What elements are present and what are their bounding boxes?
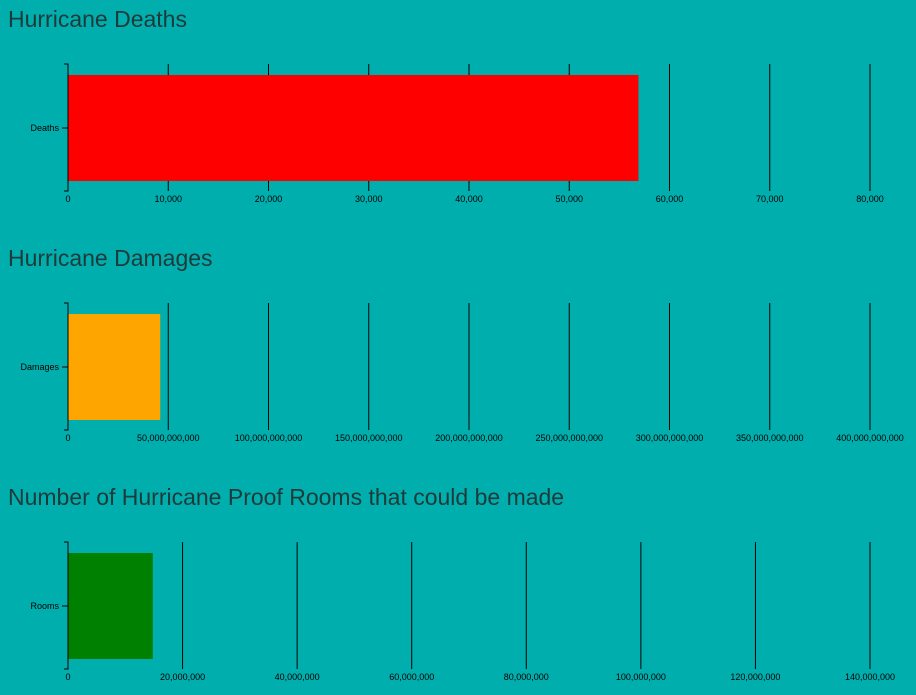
chart-title: Hurricane Damages (8, 245, 213, 271)
x-tick-label: 40,000 (455, 194, 483, 204)
x-tick-label: 120,000,000 (730, 672, 780, 682)
x-tick-label: 10,000 (154, 194, 182, 204)
x-tick-label: 0 (65, 672, 70, 682)
x-tick-label: 0 (65, 433, 70, 443)
bar-damages (68, 314, 161, 420)
x-tick-label: 80,000,000 (504, 672, 549, 682)
chart-title: Number of Hurricane Proof Rooms that cou… (8, 484, 565, 510)
x-tick-label: 250,000,000,000 (535, 433, 603, 443)
damages-chart-svg: Damages 0 50,000,000,000 100,000,000,000 150… (20, 302, 904, 443)
x-tick-label: 50,000 (555, 194, 583, 204)
x-tick-label: 100,000,000,000 (235, 433, 303, 443)
x-tick-label: 60,000,000 (389, 672, 434, 682)
y-tick-label: Damages (20, 362, 59, 372)
x-tick-label: 30,000 (355, 194, 383, 204)
x-tick-label: 400,000,000,000 (836, 433, 904, 443)
deaths-chart-svg: Deaths 0 10,000 20,000 30,000 40,000 50,000 60,… (30, 63, 884, 204)
x-tick-label: 20,000 (255, 194, 283, 204)
x-tick-label: 300,000,000,000 (636, 433, 704, 443)
x-tick-label: 100,000,000 (616, 672, 666, 682)
x-tick-label: 40,000,000 (275, 672, 320, 682)
bar-rooms (68, 553, 153, 659)
x-tick-label: 80,000 (856, 194, 884, 204)
x-tick-label: 200,000,000,000 (435, 433, 503, 443)
rooms-chart-svg: Rooms 0 20,000,000 40,000,000 60,000,000 80,0… (30, 541, 895, 682)
x-tick-label: 70,000 (756, 194, 784, 204)
x-tick-label: 0 (65, 194, 70, 204)
x-tick-label: 60,000 (656, 194, 684, 204)
x-tick-label: 350,000,000,000 (736, 433, 804, 443)
x-tick-label: 140,000,000 (845, 672, 895, 682)
chart-title: Hurricane Deaths (8, 6, 187, 32)
x-tick-label: 150,000,000,000 (335, 433, 403, 443)
x-tick-label: 50,000,000,000 (137, 433, 200, 443)
y-tick-label: Rooms (30, 601, 59, 611)
y-tick-label: Deaths (30, 123, 59, 133)
x-tick-label: 20,000,000 (160, 672, 205, 682)
bar-deaths (68, 75, 639, 181)
